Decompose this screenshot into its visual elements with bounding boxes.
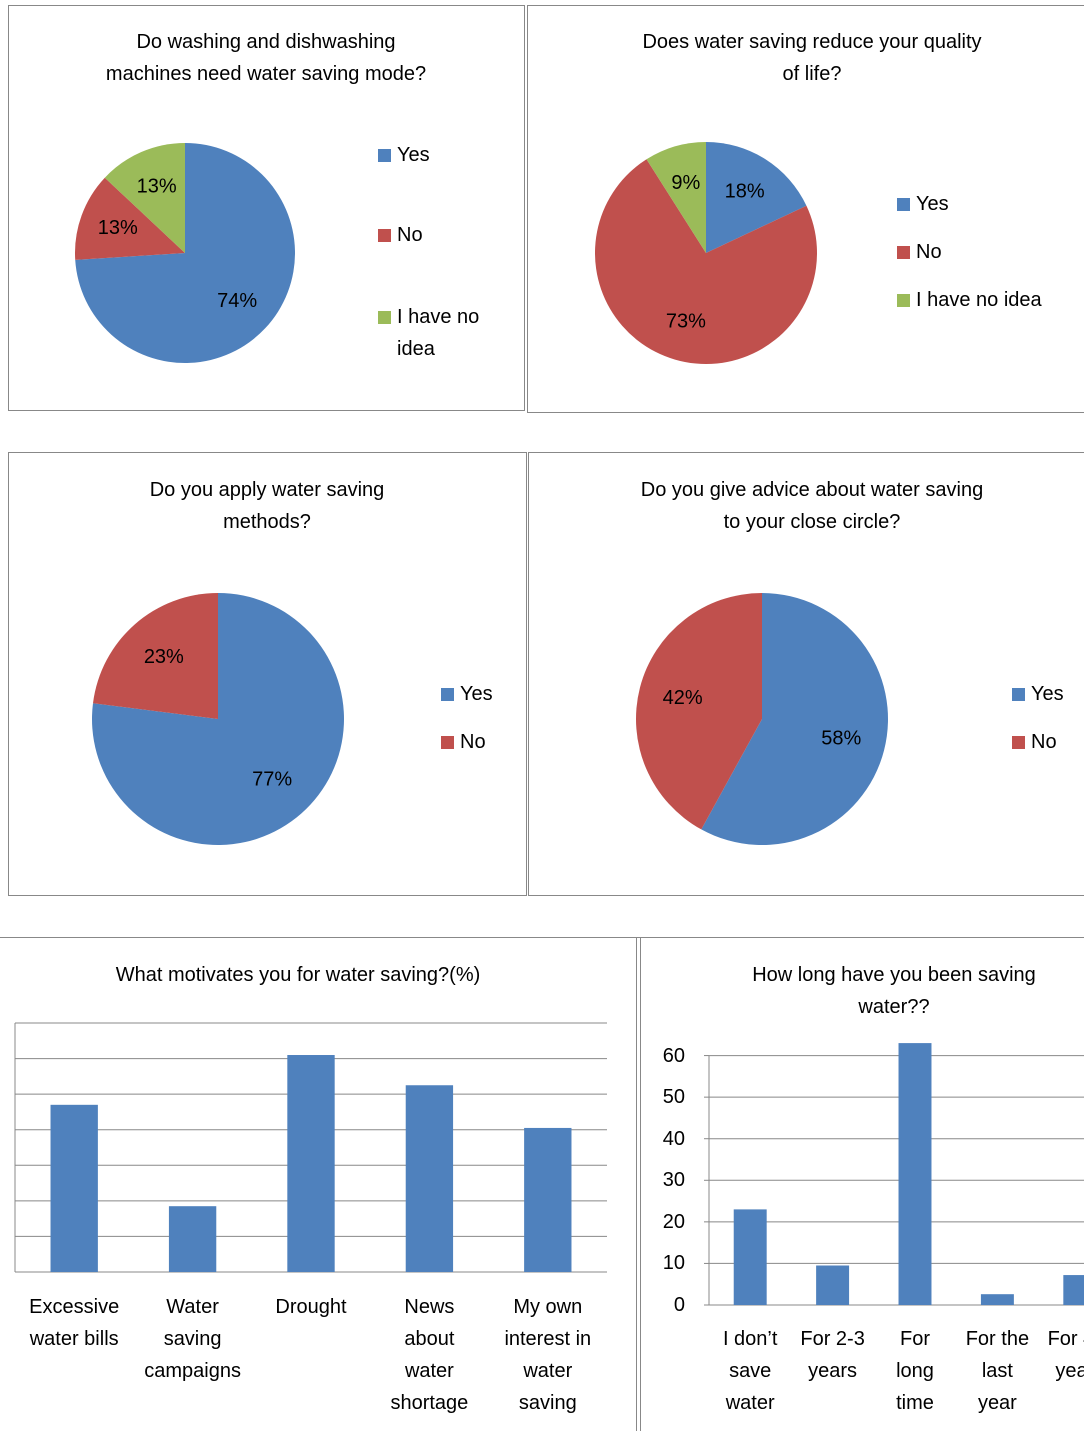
legend-entry: No bbox=[378, 219, 423, 251]
x-tick-label: For 4-5 years bbox=[1047, 1328, 1084, 1382]
legend-label: No bbox=[1031, 731, 1057, 753]
y-tick-label: 20 bbox=[662, 1210, 685, 1233]
x-tick-label: For the last year bbox=[965, 1328, 1030, 1414]
data-label: 9% bbox=[671, 172, 700, 194]
legend-entry: Yes bbox=[441, 678, 493, 710]
legend-label: No bbox=[460, 731, 486, 753]
x-tick-label: I don’t save water bbox=[722, 1328, 778, 1414]
legend-swatch bbox=[378, 311, 391, 324]
data-label: 74% bbox=[217, 290, 257, 312]
pie-slice bbox=[75, 143, 295, 363]
legend-swatch bbox=[1012, 688, 1025, 701]
data-label: 73% bbox=[666, 311, 706, 333]
y-tick-label: 10 bbox=[662, 1252, 685, 1275]
y-tick-label: 40 bbox=[662, 1127, 685, 1150]
legend-swatch bbox=[897, 294, 910, 307]
pie-slice bbox=[646, 142, 706, 253]
chart-title: Do you apply water saving methods? bbox=[149, 479, 385, 533]
x-tick-label: Excessive water bills bbox=[29, 1296, 120, 1350]
pie-slice bbox=[594, 159, 817, 365]
chart-title: How long have you been saving water?? bbox=[752, 964, 1036, 1018]
data-label: 42% bbox=[663, 687, 703, 709]
legend-entry: I have no idea bbox=[897, 284, 1042, 316]
chart-frame bbox=[528, 452, 1084, 896]
y-tick-label: 30 bbox=[662, 1169, 685, 1192]
legend-swatch bbox=[441, 736, 454, 749]
data-label: 23% bbox=[144, 646, 184, 668]
bar bbox=[733, 1209, 767, 1305]
x-tick-label: My own interest in water saving bbox=[504, 1296, 592, 1414]
legend-swatch bbox=[378, 149, 391, 162]
chart-frame bbox=[8, 5, 525, 411]
y-tick-label: 50 bbox=[662, 1086, 685, 1109]
x-tick-label: For 2-3 years bbox=[800, 1328, 865, 1382]
legend-entry: Yes bbox=[897, 188, 949, 220]
legend-entry: No bbox=[1012, 726, 1057, 758]
bar bbox=[980, 1294, 1014, 1305]
legend-entry: Yes bbox=[378, 139, 430, 171]
chart-title: Do washing and dishwashing machines need… bbox=[105, 31, 427, 85]
data-label: 13% bbox=[98, 217, 138, 239]
pie-slice bbox=[74, 177, 185, 260]
chart-title: What motivates you for water saving?(%) bbox=[115, 964, 481, 986]
legend-label: Yes bbox=[916, 193, 949, 215]
x-tick-label: For long time bbox=[896, 1328, 934, 1414]
bar bbox=[524, 1127, 572, 1272]
legend-swatch bbox=[897, 198, 910, 211]
chart-title: Does water saving reduce your quality of… bbox=[642, 31, 982, 85]
chart-title: Do you give advice about water saving to… bbox=[640, 479, 984, 533]
chart-frame bbox=[527, 5, 1084, 413]
pie-slice bbox=[701, 593, 889, 846]
pie-slice bbox=[706, 142, 807, 253]
bar bbox=[1063, 1275, 1084, 1305]
x-tick-label: Water saving campaigns bbox=[144, 1296, 241, 1382]
legend-label: No bbox=[916, 241, 942, 263]
bar bbox=[898, 1043, 932, 1305]
x-tick-label: News about water shortage bbox=[390, 1296, 469, 1414]
data-label: 13% bbox=[137, 176, 177, 198]
bar bbox=[405, 1085, 454, 1272]
legend-label: No bbox=[397, 224, 423, 246]
legend-label: I have no idea bbox=[916, 289, 1042, 311]
y-tick-label: 0 bbox=[673, 1294, 685, 1316]
legend-label: Yes bbox=[1031, 683, 1064, 705]
legend-swatch bbox=[441, 688, 454, 701]
bar bbox=[50, 1104, 98, 1272]
legend-swatch bbox=[1012, 736, 1025, 749]
legend-swatch bbox=[897, 246, 910, 259]
bar bbox=[816, 1265, 850, 1305]
legend-entry: No bbox=[441, 726, 486, 758]
legend-label: Yes bbox=[460, 683, 493, 705]
data-label: 18% bbox=[725, 180, 765, 202]
data-label: 77% bbox=[252, 769, 292, 791]
legend-entry: No bbox=[897, 236, 942, 268]
legend-label: Yes bbox=[397, 144, 430, 166]
data-label: 58% bbox=[821, 728, 861, 750]
legend-entry: I have no idea bbox=[378, 301, 507, 365]
pie-slice bbox=[636, 593, 762, 830]
chart-frame bbox=[8, 452, 527, 896]
x-tick-label: Drought bbox=[275, 1296, 347, 1318]
legend-entry: Yes bbox=[1012, 678, 1064, 710]
bar bbox=[287, 1055, 335, 1272]
bar bbox=[168, 1206, 217, 1272]
y-tick-label: 60 bbox=[662, 1044, 685, 1067]
pie-slice bbox=[104, 143, 185, 253]
legend-swatch bbox=[378, 229, 391, 242]
pie-slice bbox=[92, 593, 218, 719]
legend-label: I have no idea bbox=[397, 306, 480, 360]
